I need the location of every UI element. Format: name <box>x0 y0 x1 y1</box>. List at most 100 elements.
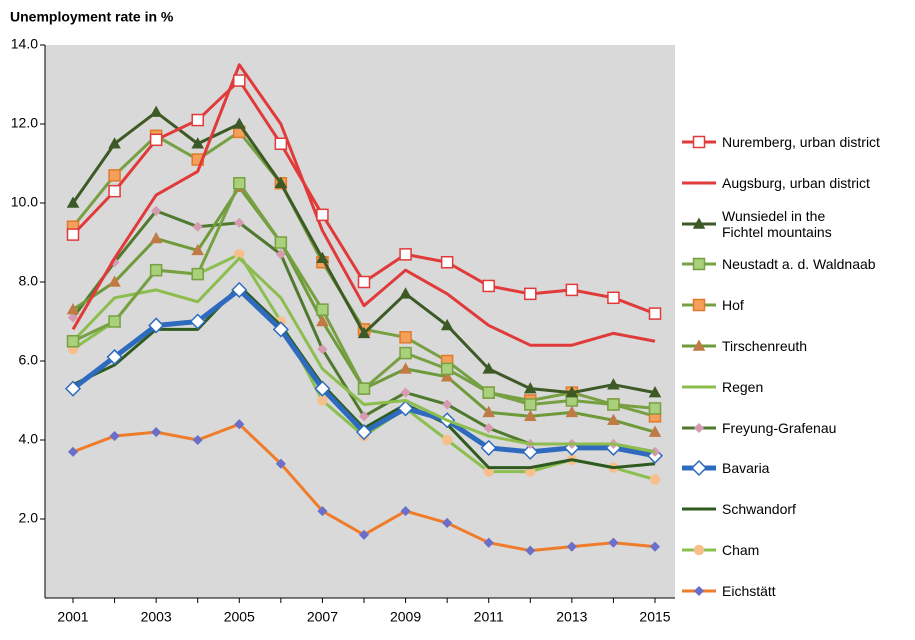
marker <box>648 307 662 320</box>
marker <box>67 446 79 457</box>
legend-swatch <box>682 298 716 312</box>
y-tick-label: 2.0 <box>19 510 39 526</box>
marker <box>108 275 121 287</box>
x-tick-label: 2013 <box>556 609 587 625</box>
marker <box>191 267 204 281</box>
marker <box>191 137 204 149</box>
marker <box>607 378 620 390</box>
marker <box>442 517 453 529</box>
chart-title: Unemployment rate in % <box>10 9 174 25</box>
marker <box>234 217 245 228</box>
marker <box>108 315 121 328</box>
marker <box>649 474 661 485</box>
marker <box>108 169 121 182</box>
marker <box>399 362 412 374</box>
legend-swatch <box>682 181 716 185</box>
marker <box>231 281 248 298</box>
marker <box>524 409 537 422</box>
marker <box>693 585 705 596</box>
marker <box>692 339 706 351</box>
legend-item: Regen <box>680 377 763 397</box>
marker <box>316 303 329 316</box>
marker <box>314 380 331 397</box>
legend-swatch <box>682 507 716 511</box>
marker <box>693 544 705 556</box>
marker <box>191 113 204 127</box>
y-tick-label: 12.0 <box>11 115 38 131</box>
legend-label: Neustadt a. d. Waldnaab <box>722 256 876 273</box>
legend-swatch <box>682 422 716 433</box>
marker <box>440 370 454 382</box>
legend-swatch <box>682 339 716 351</box>
marker <box>316 208 329 222</box>
x-tick-label: 2015 <box>639 609 670 625</box>
marker <box>566 541 577 552</box>
marker <box>275 249 286 260</box>
marker <box>522 443 539 460</box>
marker <box>108 137 121 149</box>
marker <box>357 326 371 339</box>
marker <box>399 346 412 360</box>
legend-label: Eichstätt <box>722 582 776 599</box>
marker <box>66 228 80 241</box>
marker <box>482 386 495 399</box>
marker <box>565 386 579 398</box>
legend: Nuremberg, urban district Augsburg, urban… <box>680 0 910 640</box>
marker <box>355 424 373 441</box>
marker <box>149 263 163 277</box>
marker <box>66 335 80 348</box>
marker <box>692 258 706 271</box>
marker <box>400 506 411 517</box>
marker <box>275 458 286 469</box>
marker <box>397 400 414 417</box>
marker <box>399 248 412 261</box>
legend-swatch <box>682 385 716 389</box>
marker <box>272 321 289 338</box>
marker <box>233 177 246 190</box>
marker <box>692 217 706 229</box>
legend-item: Eichstätt <box>680 581 776 601</box>
marker <box>607 398 620 411</box>
marker <box>693 422 705 433</box>
x-tick-label: 2011 <box>474 609 504 625</box>
legend-item: Freyung-Grafenau <box>680 418 836 438</box>
marker <box>316 251 329 264</box>
legend-swatch <box>682 258 716 271</box>
legend-label: Cham <box>722 542 760 558</box>
marker <box>440 362 454 376</box>
legend-item: Nuremberg, urban district <box>680 132 880 152</box>
x-tick-label: 2003 <box>141 609 172 625</box>
legend-item: Hof <box>680 295 744 315</box>
marker <box>357 382 371 395</box>
legend-label: Nuremberg, urban district <box>722 134 880 150</box>
series-line <box>71 63 656 347</box>
marker <box>316 314 329 327</box>
marker <box>565 283 579 297</box>
legend-label: Freyung-Grafenau <box>722 419 837 436</box>
x-tick-label: 2001 <box>57 609 88 625</box>
legend-swatch <box>682 217 716 229</box>
legend-label: Bavaria <box>722 460 770 477</box>
marker <box>151 205 162 216</box>
legend-label: Wunsiedel in the Fichtel mountains <box>722 207 832 240</box>
y-tick-label: 6.0 <box>19 352 39 368</box>
legend-item: Wunsiedel in the Fichtel mountains <box>680 208 832 240</box>
marker <box>692 135 706 149</box>
marker <box>400 387 411 398</box>
marker <box>482 405 495 418</box>
marker <box>482 362 495 374</box>
marker <box>399 331 412 344</box>
marker <box>648 386 662 398</box>
marker <box>108 184 121 198</box>
legend-label: Tirschenreuth <box>722 338 808 354</box>
x-tick-label: 2005 <box>224 609 255 625</box>
marker <box>399 287 412 299</box>
marker <box>274 236 288 249</box>
series-line <box>71 256 656 454</box>
marker <box>189 313 206 330</box>
marker <box>482 279 495 293</box>
marker <box>565 405 579 418</box>
marker <box>191 243 204 256</box>
legend-swatch <box>682 135 716 149</box>
marker <box>649 541 661 552</box>
